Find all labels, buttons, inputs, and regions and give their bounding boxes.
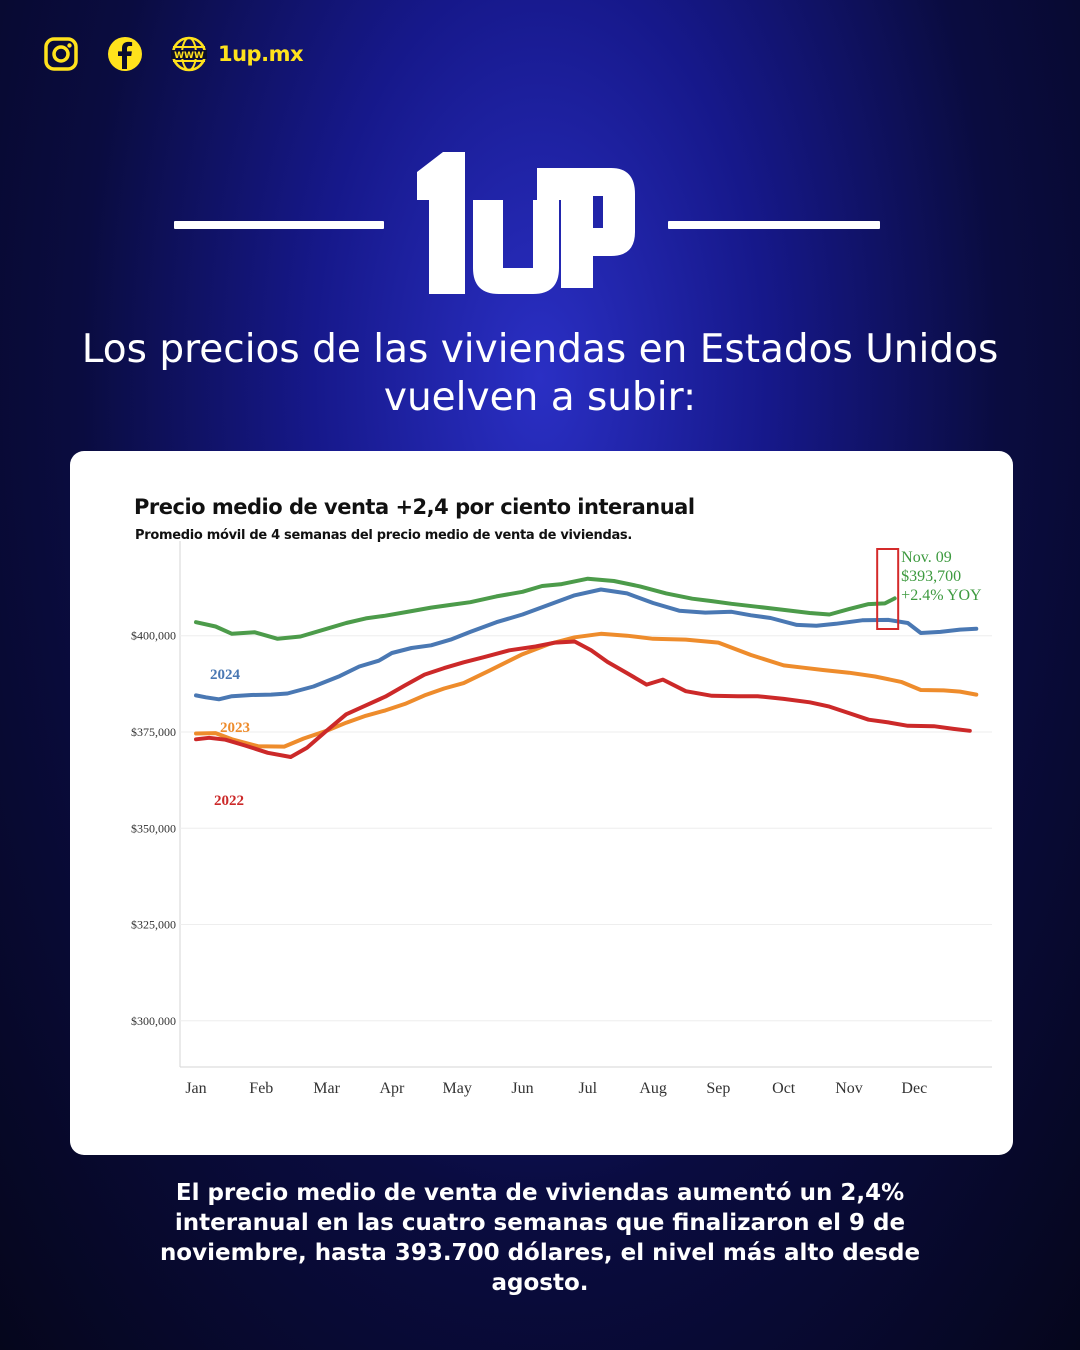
annotation-box: [876, 548, 900, 630]
series-line: [194, 639, 972, 759]
chart-title: Precio medio de venta +2,4 por ciento in…: [134, 495, 695, 519]
y-tick-label: $300,000: [131, 1014, 176, 1028]
facebook-icon[interactable]: [106, 35, 144, 73]
line-chart: $300,000 $325,000 $350,000 $375,000 $400,000…: [131, 541, 992, 1097]
series-line: [194, 587, 979, 702]
instagram-icon[interactable]: [42, 35, 80, 73]
website-label[interactable]: 1up.mx: [218, 42, 304, 66]
series-line: [194, 631, 979, 749]
chart-card: Precio medio de venta +2,4 por ciento in…: [70, 451, 1013, 1155]
svg-text:WWW: WWW: [174, 51, 204, 61]
x-tick-label: Jul: [578, 1080, 597, 1097]
headline: Los precios de las viviendas en Estados …: [81, 327, 999, 420]
title-rule-left: [174, 221, 384, 229]
brand-logo: [417, 152, 635, 294]
x-tick-label: May: [443, 1080, 472, 1097]
x-tick-label: Apr: [379, 1080, 405, 1097]
x-tick-label: Sep: [706, 1080, 730, 1097]
title-rule-right: [668, 221, 880, 229]
y-tick-label: $350,000: [131, 821, 176, 835]
annotation-text: Nov. 09: [901, 549, 952, 566]
x-tick-label: Jun: [511, 1080, 533, 1097]
y-tick-label: $400,000: [131, 629, 176, 643]
y-tick-label: $325,000: [131, 918, 176, 932]
x-tick-label: Feb: [249, 1080, 273, 1097]
annotation-text: +2.4% YOY: [901, 587, 982, 604]
x-tick-label: Jan: [185, 1080, 206, 1097]
social-bar: WWW 1up.mx: [42, 34, 304, 74]
x-tick-label: Oct: [772, 1080, 796, 1097]
caption: El precio medio de venta de viviendas au…: [159, 1180, 921, 1296]
annotation-text: $393,700: [901, 568, 961, 585]
series-label: 2022: [214, 793, 244, 809]
series-label: 2023: [220, 720, 250, 736]
series-label: 2024: [210, 667, 241, 683]
x-tick-label: Dec: [901, 1080, 927, 1097]
x-tick-label: Mar: [313, 1080, 340, 1097]
www-globe-icon[interactable]: WWW: [170, 35, 208, 73]
chart-subtitle: Promedio móvil de 4 semanas del precio m…: [135, 528, 633, 543]
x-tick-label: Nov: [835, 1080, 863, 1097]
series-line: [194, 576, 897, 641]
y-tick-label: $375,000: [131, 725, 176, 739]
x-tick-label: Aug: [639, 1080, 667, 1097]
